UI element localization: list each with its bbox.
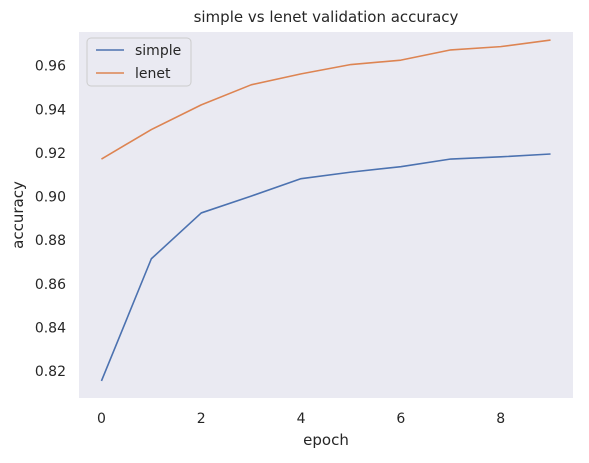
- x-tick-label: 4: [297, 411, 306, 427]
- legend-label-lenet: lenet: [135, 66, 171, 82]
- x-tick-label: 2: [197, 411, 206, 427]
- x-tick-label: 0: [97, 411, 106, 427]
- x-axis-label: epoch: [303, 431, 349, 449]
- y-tick-label: 0.92: [35, 146, 66, 162]
- y-tick-label: 0.94: [35, 102, 66, 118]
- y-tick-label: 0.96: [35, 59, 66, 75]
- y-tick-label: 0.82: [35, 364, 66, 380]
- series-layer: [100, 39, 551, 382]
- y-tick-label: 0.90: [35, 190, 66, 206]
- y-axis-label: accuracy: [9, 181, 27, 249]
- legend-label-simple: simple: [135, 43, 181, 59]
- y-tick-label: 0.84: [35, 321, 66, 337]
- y-tick-label: 0.88: [35, 233, 66, 249]
- series-line-simple: [100, 153, 551, 382]
- x-axis-ticks: 0 2 4 6 8: [97, 411, 505, 427]
- chart-title: simple vs lenet validation accuracy: [194, 8, 459, 26]
- y-axis-ticks: 0.82 0.84 0.86 0.88 0.90 0.92 0.94 0.96: [35, 59, 66, 381]
- x-tick-label: 8: [496, 411, 505, 427]
- plot-area: [79, 32, 573, 398]
- x-tick-label: 6: [396, 411, 405, 427]
- series-line-lenet: [101, 39, 551, 160]
- y-tick-label: 0.86: [35, 277, 66, 293]
- legend: simple lenet: [86, 37, 192, 87]
